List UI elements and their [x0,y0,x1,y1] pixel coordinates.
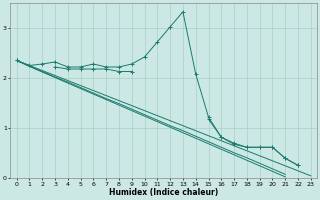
X-axis label: Humidex (Indice chaleur): Humidex (Indice chaleur) [109,188,218,197]
